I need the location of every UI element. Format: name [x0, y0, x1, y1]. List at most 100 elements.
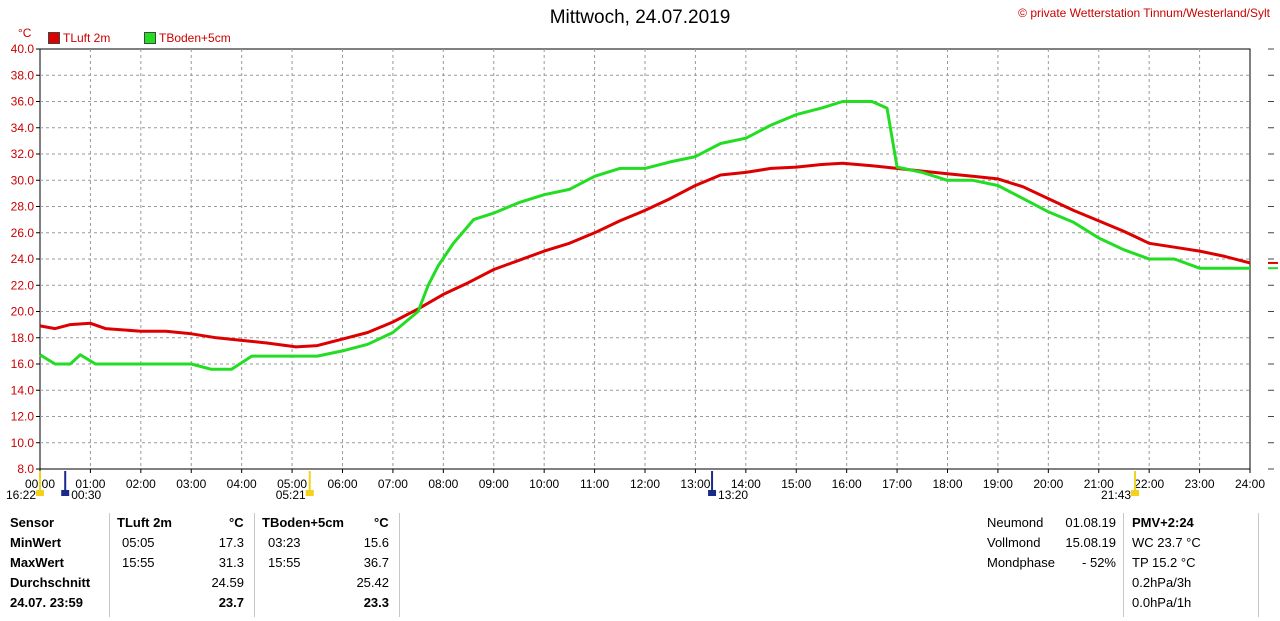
stats-panel: Sensor TLuft 2m °C TBoden+5cm °C MinWert…	[0, 509, 1280, 621]
y-tick-label: 12.0	[11, 410, 35, 424]
stats-label: MaxWert	[10, 555, 64, 570]
x-tick-label: 05:00	[277, 477, 307, 491]
stats-label: MinWert	[10, 535, 62, 550]
y-tick-label: 18.0	[11, 331, 35, 345]
legend-item-tluft: TLuft 2m	[48, 31, 110, 45]
event-marker-box	[708, 490, 717, 496]
y-tick-label: 8.0	[17, 462, 34, 476]
divider	[1123, 513, 1124, 617]
y-tick-label: 28.0	[11, 200, 35, 214]
y-tick-label: 36.0	[11, 95, 35, 109]
x-tick-label: 21:00	[1084, 477, 1114, 491]
pressure-3h-value: 0.2hPa/3h	[1132, 575, 1192, 590]
moon-value: 01.08.19	[1065, 515, 1116, 530]
y-tick-label: 10.0	[11, 436, 35, 450]
y-tick-label: 22.0	[11, 278, 35, 292]
y-tick-label: 26.0	[11, 226, 35, 240]
stats-label: 24.07. 23:59	[10, 595, 84, 610]
x-tick-label: 17:00	[882, 477, 912, 491]
x-tick-label: 09:00	[479, 477, 509, 491]
x-tick-label: 03:00	[176, 477, 206, 491]
stats-header-s2: TBoden+5cm	[262, 515, 344, 530]
stats-value: 31.3	[218, 555, 244, 570]
x-tick-label: 06:00	[327, 477, 357, 491]
y-tick-label: 32.0	[11, 147, 35, 161]
legend-label-tboden: TBoden+5cm	[159, 31, 231, 45]
stats-header-sensor: Sensor	[10, 515, 55, 530]
stats-value: 23.3	[363, 595, 389, 610]
moon-value: - 52%	[1082, 555, 1116, 570]
windchill-value: WC 23.7 °C	[1132, 535, 1201, 550]
pmv-value: PMV+2:24	[1132, 515, 1194, 530]
pressure-1h-value: 0.0hPa/1h	[1132, 595, 1192, 610]
stats-time: 05:05	[122, 535, 155, 550]
stats-time: 15:55	[268, 555, 301, 570]
y-tick-label: 16.0	[11, 357, 35, 371]
moon-value: 15.08.19	[1065, 535, 1116, 550]
stats-value: 36.7	[363, 555, 389, 570]
x-tick-label: 24:00	[1235, 477, 1265, 491]
event-label: 00:30	[71, 488, 101, 502]
stats-value: 17.3	[218, 535, 244, 550]
event-marker-box	[36, 490, 44, 496]
stats-time: 03:23	[268, 535, 301, 550]
x-tick-label: 22:00	[1134, 477, 1164, 491]
event-label: 16:22	[6, 488, 36, 502]
stats-header-s1: TLuft 2m	[117, 515, 172, 530]
legend-swatch-red	[48, 32, 60, 44]
stats-value: 24.59	[211, 575, 244, 590]
moon-label: Mondphase	[987, 555, 1055, 570]
stats-value: 15.6	[363, 535, 389, 550]
stats-header-unit2: °C	[374, 515, 389, 530]
copyright-note: © private Wetterstation Tinnum/Westerlan…	[1018, 6, 1270, 20]
event-label: 13:20	[718, 488, 748, 502]
divider	[399, 513, 400, 617]
x-tick-label: 07:00	[378, 477, 408, 491]
legend-label-tluft: TLuft 2m	[63, 31, 111, 45]
series-line-tluft	[39, 161, 1251, 349]
x-tick-label: 08:00	[428, 477, 458, 491]
stats-time: 15:55	[122, 555, 155, 570]
x-tick-label: 02:00	[126, 477, 156, 491]
x-tick-label: 23:00	[1185, 477, 1215, 491]
y-tick-label: 34.0	[11, 121, 35, 135]
x-tick-label: 19:00	[983, 477, 1013, 491]
event-marker-box	[61, 490, 70, 496]
chart-title: Mittwoch, 24.07.2019	[549, 7, 731, 28]
stats-value: 23.7	[218, 595, 244, 610]
x-tick-label: 11:00	[580, 477, 609, 491]
event-marker-box	[1131, 490, 1140, 496]
y-axis-unit: °C	[18, 26, 32, 40]
x-tick-label: 10:00	[529, 477, 559, 491]
divider	[109, 513, 110, 617]
x-tick-label: 18:00	[932, 477, 962, 491]
legend-swatch-green	[144, 32, 156, 44]
divider	[254, 513, 255, 617]
temperature-chart: 8.0 10.0 12.0 14.0 16.0 18.0 20.0 22.0 24.0 26.0 2…	[6, 42, 1278, 502]
stats-header-unit1: °C	[229, 515, 244, 530]
x-tick-label: 14:00	[731, 477, 761, 491]
x-tick-label: 12:00	[630, 477, 660, 491]
stats-value: 25.42	[356, 575, 389, 590]
event-label: 21:43	[1101, 488, 1131, 502]
moon-label: Neumond	[987, 515, 1044, 530]
x-tick-label: 01:00	[75, 477, 105, 491]
stats-label: Durchschnitt	[10, 575, 91, 590]
x-tick-label: 15:00	[781, 477, 811, 491]
legend-item-tboden: TBoden+5cm	[144, 31, 231, 45]
y-tick-label: 20.0	[11, 305, 35, 319]
event-label: 05:21	[276, 488, 306, 502]
x-tick-label: 16:00	[832, 477, 862, 491]
dewpoint-value: TP 15.2 °C	[1132, 555, 1196, 570]
x-tick-label: 20:00	[1033, 477, 1063, 491]
moon-label: Vollmond	[987, 535, 1041, 550]
y-tick-label: 40.0	[11, 42, 35, 56]
y-tick-label: 30.0	[11, 173, 35, 187]
y-tick-label: 38.0	[11, 68, 35, 82]
x-tick-label: 04:00	[227, 477, 257, 491]
series-line-tboden	[39, 100, 1250, 371]
event-marker-box	[305, 490, 314, 496]
x-tick-label: 13:00	[680, 477, 710, 491]
divider	[1258, 513, 1259, 617]
y-tick-label: 14.0	[11, 383, 35, 397]
